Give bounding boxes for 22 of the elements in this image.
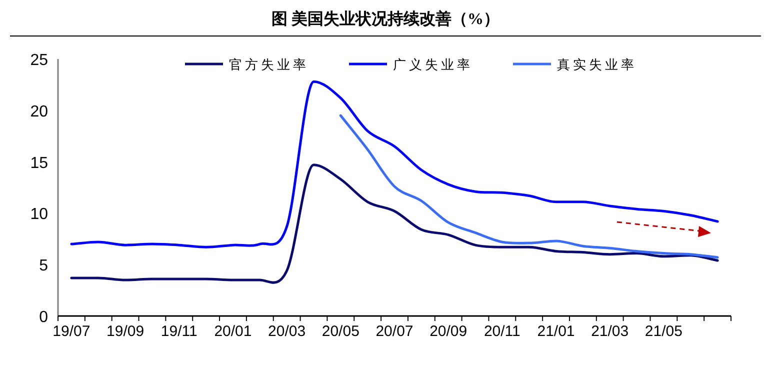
legend-label: 真实失业率 <box>557 57 637 72</box>
y-tick-label: 20 <box>30 103 48 120</box>
legend-label: 广义失业率 <box>393 57 473 72</box>
y-tick-label: 15 <box>30 154 48 172</box>
x-tick-label: 19/11 <box>160 323 198 340</box>
x-tick-label: 20/09 <box>430 323 468 340</box>
y-tick-label: 25 <box>30 52 48 69</box>
x-tick-label: 20/03 <box>268 323 306 340</box>
x-tick-label: 20/05 <box>322 323 360 340</box>
y-tick-label: 10 <box>30 206 48 224</box>
x-tick-label: 20/07 <box>376 323 414 340</box>
x-tick-label: 19/07 <box>52 323 90 340</box>
x-tick-label: 20/01 <box>214 323 252 340</box>
y-tick-label: 0 <box>39 309 48 326</box>
x-tick-label: 19/09 <box>106 323 144 340</box>
y-tick-label: 5 <box>39 258 48 275</box>
x-tick-label: 21/05 <box>644 323 682 340</box>
chart-title: 图 美国失业状况持续改善（%） <box>272 9 500 28</box>
x-tick-label: 20/11 <box>484 323 520 340</box>
x-tick-label: 21/03 <box>591 323 629 340</box>
legend-label: 官方失业率 <box>229 57 309 72</box>
x-tick-label: 21/01 <box>537 323 575 340</box>
